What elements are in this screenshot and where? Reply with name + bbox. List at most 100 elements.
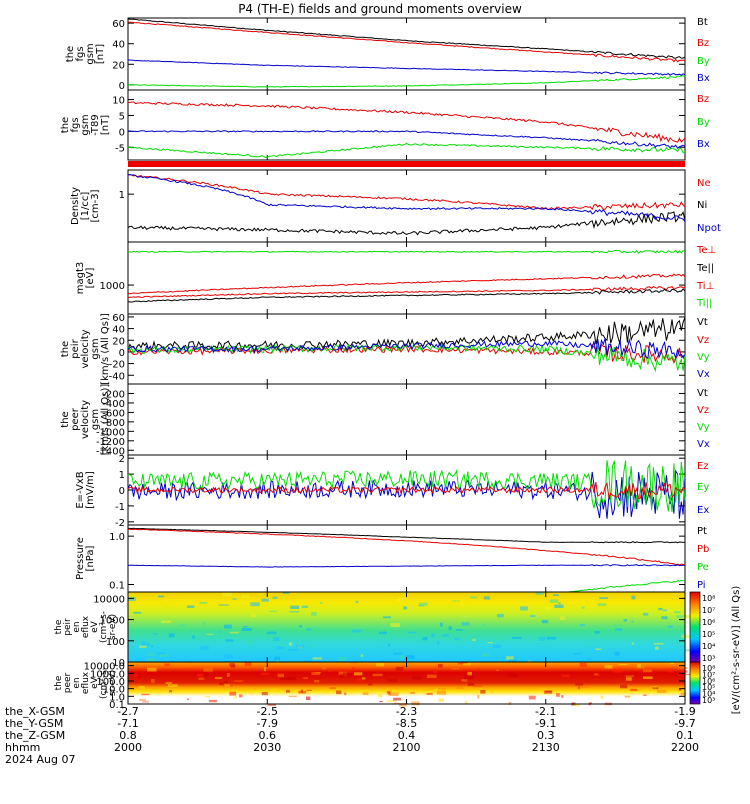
footer-value: -1.9 — [674, 705, 695, 718]
spectrogram-texture — [328, 670, 331, 673]
legend-item-Ni: Ni — [697, 200, 707, 211]
series-line-By — [127, 75, 686, 88]
spectrogram-texture — [218, 604, 229, 606]
spectrogram-texture — [204, 695, 211, 698]
spectrogram-texture — [272, 596, 278, 599]
spectrogram-texture — [393, 652, 403, 655]
y-tick-label: 10 — [112, 96, 125, 107]
spectrogram-texture — [658, 607, 663, 611]
spectrogram-texture — [680, 692, 686, 696]
spectrogram-texture — [357, 678, 362, 682]
spectrogram-texture — [167, 684, 178, 688]
spectrogram-texture — [676, 615, 687, 618]
panel-frame — [127, 169, 686, 243]
series-line-Te|| — [127, 288, 686, 303]
legend-item-Pb: Pb — [697, 544, 709, 555]
spectrogram-texture — [230, 631, 239, 634]
legend-item-Pi: Pi — [697, 580, 706, 591]
footer-value: -8.5 — [396, 717, 417, 730]
spectrogram-texture — [266, 631, 277, 635]
spectrogram-texture — [438, 698, 444, 702]
spectrogram-texture — [620, 684, 628, 689]
spectrogram-texture — [579, 663, 587, 668]
spectrogram-texture — [546, 636, 557, 640]
spectrogram-texture — [306, 696, 311, 700]
spectrogram-texture — [618, 663, 628, 665]
spectrogram-texture — [684, 673, 694, 676]
y-tick-label: -1 — [115, 502, 125, 513]
spectrogram-texture — [623, 619, 627, 622]
spectrogram-texture — [139, 645, 147, 648]
spectrogram-texture — [261, 692, 268, 696]
y-tick-label: 5 — [119, 111, 125, 122]
y-axis-label-line: gsm — [90, 338, 101, 359]
footer-value: 0.3 — [537, 729, 555, 742]
y-axis-label-line: velocity — [80, 329, 91, 368]
spectrogram-texture — [137, 675, 141, 679]
spectrogram-texture — [427, 674, 437, 678]
spectrogram-texture — [244, 662, 252, 666]
y-tick-label: 0 — [119, 348, 125, 359]
footer-label-y: the_Y-GSM — [5, 717, 63, 730]
spectrogram-texture — [492, 644, 502, 648]
spectrogram-texture — [335, 634, 338, 636]
y-axis-label-line: eV — [90, 620, 100, 633]
y-axis-label-line: the — [60, 341, 71, 357]
panel-pressure: 1.0 0.1 Pressure[nPa] Pt Pb Pe Pi — [75, 524, 709, 593]
spectrogram-texture — [139, 699, 146, 701]
spectrogram-texture — [157, 652, 166, 655]
series-line-Bt — [127, 18, 686, 59]
spectrogram-texture — [274, 656, 281, 661]
spectrogram-texture — [146, 653, 156, 656]
legend-item-Vx: Vx — [697, 439, 710, 450]
y-axis-label: magt3[eV] — [75, 262, 96, 295]
spectrogram-texture — [593, 674, 601, 676]
spectrogram-texture — [544, 607, 552, 610]
spectrogram-texture — [372, 673, 383, 677]
y-axis-label-line: [cm-3] — [90, 189, 101, 222]
legend-item-Bx: Bx — [697, 73, 710, 84]
y-axis-label: thefgsgsm-T89[nT] — [60, 114, 111, 136]
spectrogram-texture — [163, 600, 170, 602]
series-line-Vy — [127, 342, 686, 373]
spectrogram-texture — [643, 676, 653, 679]
spectrogram-texture — [508, 701, 512, 705]
y-axis-label-line: peir — [70, 338, 81, 358]
legend-item-Bz: Bz — [697, 94, 709, 105]
spectrogram-texture — [405, 655, 415, 659]
spectrogram-texture — [282, 592, 290, 594]
spectrogram-texture — [188, 663, 192, 667]
spectrogram-texture — [461, 622, 470, 626]
colorbar-peer-eflux — [689, 661, 701, 705]
spectrogram-texture — [319, 602, 323, 604]
spectrogram-texture — [224, 684, 231, 687]
panel-fgs-gsm-t89: 10 5 0 -5 thefgsgsm-T89[nT] Bz By Bx — [60, 89, 710, 167]
spectrogram-texture — [677, 667, 687, 669]
panel-peir-eflux: 10000 1000 100 10 thepeirenefluxeV(cm²-s-sr-… — [54, 591, 715, 669]
footer-value: -2.5 — [257, 705, 278, 718]
spectrogram-texture — [298, 690, 307, 694]
spectrogram-texture — [681, 635, 690, 638]
spectrogram-texture — [556, 693, 560, 697]
legend-item-Vt: Vt — [697, 388, 708, 399]
colorbar-label: [eV/(cm²-s-sr-eV)] (All Qs) — [731, 586, 742, 715]
spectrogram-texture — [588, 702, 593, 705]
spectrogram-texture — [179, 624, 186, 627]
spectrogram-texture — [509, 659, 517, 664]
y-axis-label-line: [nT] — [95, 44, 106, 64]
spectrogram-texture — [203, 667, 213, 672]
spectrogram-texture — [393, 702, 400, 705]
spectrogram-texture — [439, 622, 443, 627]
series-line-Bx — [127, 59, 686, 76]
legend-item-Bx: Bx — [697, 139, 710, 150]
footer-label-x: the_X-GSM — [5, 705, 65, 718]
time-axis-footer: the_X-GSM the_Y-GSM the_Z-GSM hhmm 2024 … — [5, 705, 699, 766]
spectrogram-texture — [306, 628, 313, 631]
spectrogram-texture — [198, 677, 205, 680]
spectrogram-texture — [161, 620, 171, 624]
spectrogram-texture — [448, 626, 452, 631]
spectrogram-peir-eflux — [128, 592, 685, 662]
colorbar-tick-label: 10⁷ — [702, 606, 715, 615]
y-tick-label: 60 — [112, 313, 125, 324]
y-axis-label-line: gsm — [80, 114, 91, 135]
